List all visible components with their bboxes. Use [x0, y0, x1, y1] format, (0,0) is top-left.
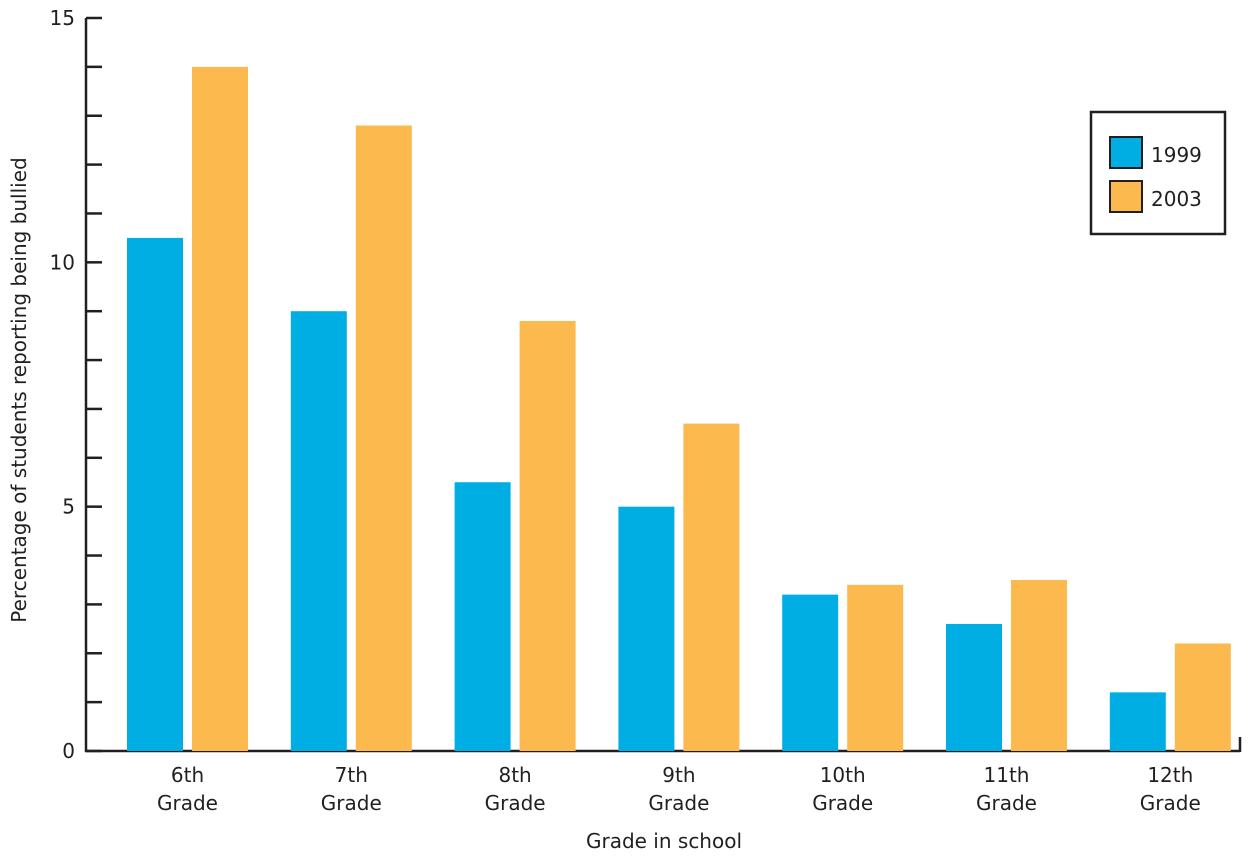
bar-1999 — [127, 237, 183, 751]
bar-2003 — [519, 320, 576, 751]
y-tick-label: 5 — [62, 495, 75, 519]
legend-swatch-2003 — [1109, 180, 1143, 213]
legend: 1999 2003 — [1089, 110, 1227, 236]
y-tick-label: 15 — [50, 6, 75, 30]
legend-label-2003: 2003 — [1151, 187, 1202, 211]
legend-swatch-1999 — [1109, 136, 1143, 169]
bar-2003 — [1174, 643, 1231, 751]
y-axis-title: Percentage of students reporting being b… — [7, 157, 31, 622]
bar-2003 — [355, 125, 412, 752]
legend-label-1999: 1999 — [1151, 143, 1202, 167]
x-tick-label: 8th Grade — [485, 763, 546, 815]
x-tick-label: 12th Grade — [1140, 763, 1201, 815]
bar-1999 — [454, 482, 511, 751]
legend-box — [1089, 110, 1227, 236]
y-axis: 0 5 10 15 — [50, 6, 102, 763]
x-tick-label: 6th Grade — [157, 763, 218, 815]
bar-1999 — [782, 594, 839, 751]
x-tick-label: 10th Grade — [812, 763, 873, 815]
y-tick-label: 0 — [62, 739, 75, 763]
bar-2003 — [1011, 579, 1067, 751]
bar-1999 — [1109, 692, 1166, 751]
bar-1999 — [290, 311, 347, 751]
bar-2003 — [683, 423, 740, 751]
x-tick-label: 11th Grade — [976, 763, 1037, 815]
bar-1999 — [946, 623, 1002, 751]
bar-2003 — [192, 66, 248, 751]
bar-2003 — [847, 584, 904, 751]
x-tick-label: 9th Grade — [648, 763, 709, 815]
x-axis-title: Grade in school — [586, 829, 742, 853]
x-tick-labels: 6th Grade 7th Grade 8th Grade 9th Grade 10th Grad… — [157, 763, 1201, 815]
y-tick-label: 10 — [50, 250, 75, 274]
bar-1999 — [618, 506, 675, 751]
x-tick-label: 7th Grade — [321, 763, 382, 815]
bars — [127, 66, 1231, 752]
